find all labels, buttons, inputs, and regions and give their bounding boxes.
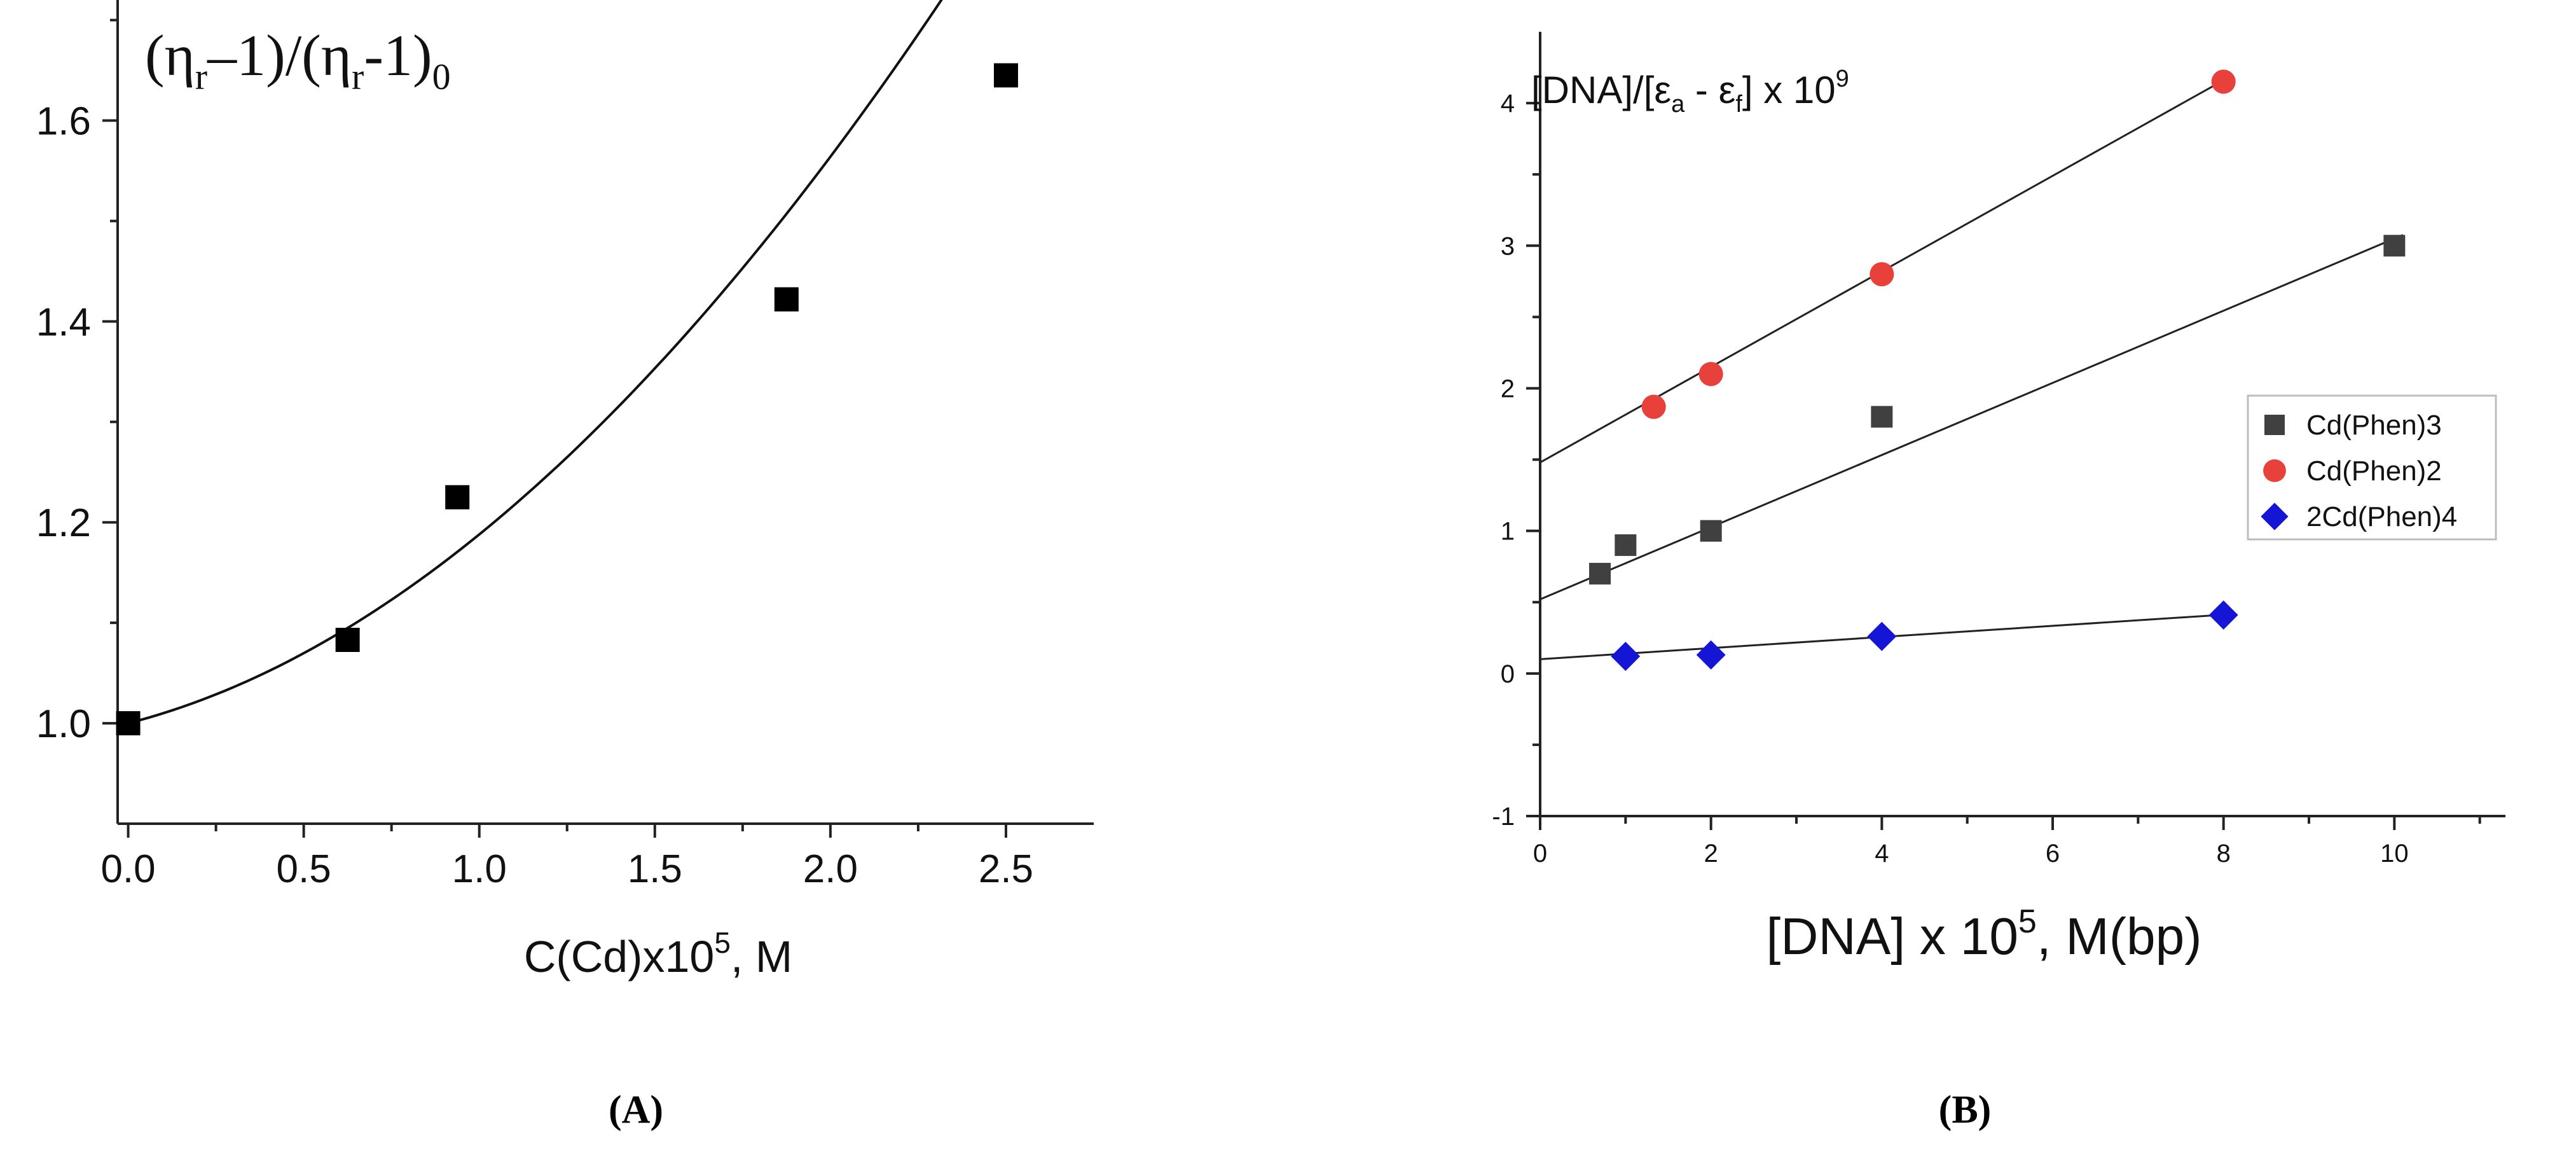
- panel-b-data-point: [2211, 69, 2236, 94]
- panel-b-data-point: [2208, 600, 2238, 630]
- panel-b-y-tick-label: 1: [1501, 518, 1515, 546]
- panel-a-ticks: 0.0 0.5 1.0 1.5 2.0 2.5 1.0 1.2 1.4 1.6: [36, 18, 1033, 891]
- panel-a-axes: [116, 0, 1094, 825]
- panel-a-data-point: [774, 287, 799, 312]
- panel-b-fit-lines: [1539, 74, 2404, 660]
- panel-b-data-point: [1641, 394, 1666, 419]
- panel-a: 0.0 0.5 1.0 1.5 2.0 2.5 1.0 1.2 1.4 1.6 (ηr–1)/(η…: [36, 0, 1094, 1132]
- panel-b-data-point: [1870, 262, 1894, 287]
- panel-b-y-axis-label: [DNA]/[εa - εf] x 109: [1531, 66, 1849, 118]
- panel-b-fit-line: [1539, 234, 2404, 600]
- panel-b-data-point: [1589, 562, 1611, 585]
- panel-b-y-tick-label: 4: [1501, 90, 1515, 118]
- panel-b-axes: [1539, 32, 2505, 817]
- panel-b-caption: (B): [1939, 1088, 1992, 1132]
- panel-b-x-tick-label: 6: [2046, 840, 2060, 868]
- panel-a-x-tick-label: 2.5: [979, 847, 1033, 891]
- panel-a-points: [116, 63, 1018, 736]
- panel-b-data-point: [1696, 640, 1726, 670]
- panel-b-data-point: [1871, 406, 1893, 428]
- panel-a-y-tick-label: 1.6: [36, 100, 91, 144]
- panel-b-data-point: [2383, 235, 2406, 257]
- panel-b-y-tick-label: 2: [1501, 375, 1515, 403]
- panel-a-x-tick-label: 0.0: [100, 847, 155, 891]
- panel-b-x-tick-label: 2: [1704, 840, 1718, 868]
- panel-b-x-tick-label: 10: [2380, 840, 2409, 868]
- panel-a-data-point: [993, 63, 1018, 88]
- panel-a-y-tick-label: 1.2: [36, 501, 91, 545]
- panel-b-data-point: [1611, 641, 1641, 671]
- panel-b-y-tick-label: 3: [1501, 232, 1515, 260]
- panel-b-data-point: [1700, 520, 1722, 542]
- panel-a-data-point: [116, 711, 141, 736]
- panel-a-x-axis-label: C(Cd)x105, M: [524, 926, 792, 981]
- panel-b-legend-marker: [2261, 502, 2289, 530]
- panel-a-y-tick-label: 1.0: [36, 702, 91, 746]
- panel-b-legend: Cd(Phen)3 Cd(Phen)2 2Cd(Phen)4: [2247, 394, 2497, 541]
- panel-b: 0 2 4 6 8 10 -1 0 1 2 3 4 [DNA]/[εa - εf] x 109 [DN…: [1492, 32, 2505, 1132]
- panel-a-data-point: [335, 627, 360, 652]
- panel-a-fit-line: [128, 0, 943, 725]
- panel-b-legend-label: Cd(Phen)3: [2306, 410, 2442, 441]
- panel-b-data-point: [1867, 621, 1897, 651]
- panel-b-x-tick-label: 0: [1533, 840, 1547, 868]
- panel-b-ticks: 0 2 4 6 8 10 -1 0 1 2 3 4: [1492, 90, 2481, 868]
- panel-a-x-tick-label: 2.0: [803, 847, 858, 891]
- panel-b-legend-marker: [2264, 415, 2285, 435]
- panel-a-data-point: [445, 485, 470, 509]
- panel-b-y-tick-label: 0: [1501, 660, 1515, 688]
- panel-b-data-point: [1698, 361, 1723, 387]
- panel-b-y-tick-label: -1: [1492, 803, 1515, 831]
- panel-a-x-tick-label: 1.0: [452, 847, 507, 891]
- panel-a-x-tick-label: 0.5: [277, 847, 331, 891]
- panel-b-data-point: [1615, 534, 1637, 557]
- panel-a-fit-curve: [128, 0, 943, 725]
- panel-b-legend-label: 2Cd(Phen)4: [2306, 501, 2457, 532]
- panel-b-legend-marker: [2263, 459, 2286, 482]
- panel-b-x-tick-label: 8: [2217, 840, 2231, 868]
- panel-a-x-tick-label: 1.5: [628, 847, 682, 891]
- panel-b-legend-label: Cd(Phen)2: [2306, 455, 2442, 487]
- panel-b-x-axis-label: [DNA] x 105, M(bp): [1766, 903, 2201, 966]
- panel-a-caption: (A): [609, 1088, 663, 1132]
- panel-b-points: [1589, 69, 2406, 671]
- panel-b-legend-box: [2247, 394, 2497, 541]
- panel-a-y-tick-label: 1.4: [36, 300, 91, 344]
- panel-a-y-axis-label: (ηr–1)/(ηr-1)0: [145, 23, 451, 97]
- panel-b-x-tick-label: 4: [1875, 840, 1889, 868]
